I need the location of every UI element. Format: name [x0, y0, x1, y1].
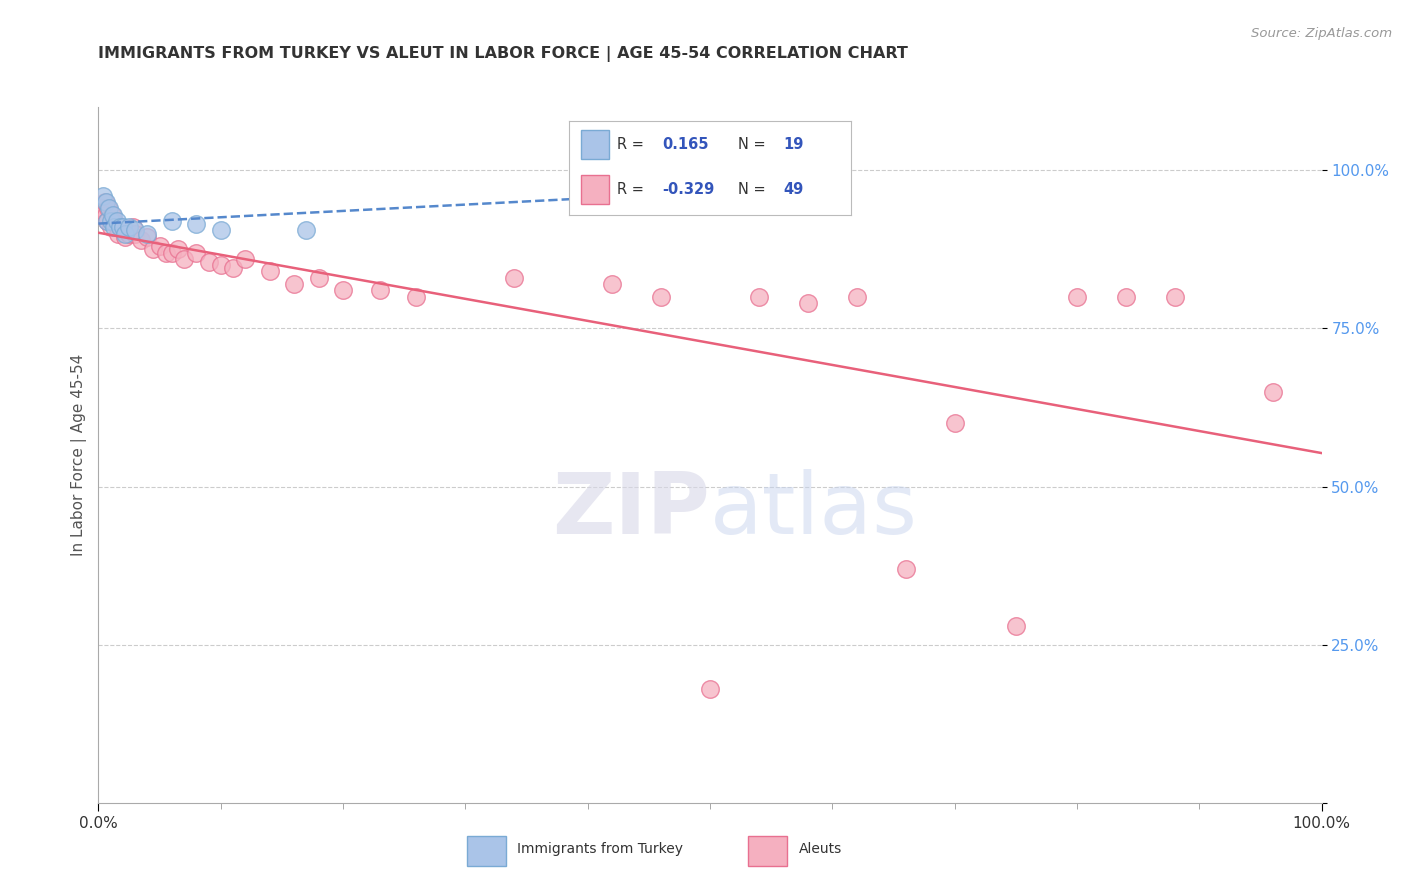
Point [101, 214, 124, 228]
Point [107, 227, 129, 241]
Bar [581, 130, 609, 159]
Point [160, 214, 183, 228]
Point [100, 214, 122, 228]
Point [91, 201, 114, 215]
Point [100, 220, 122, 235]
Point [149, 239, 172, 253]
Bar [467, 836, 506, 865]
Bar [748, 836, 787, 865]
Point [405, 290, 427, 304]
Point [105, 214, 128, 228]
Point [104, 217, 127, 231]
Text: N =: N = [738, 182, 766, 197]
Point [186, 245, 208, 260]
Point [118, 227, 141, 241]
Point [259, 264, 281, 278]
Text: R =: R = [617, 182, 644, 197]
Point [233, 252, 256, 266]
Text: 0.165: 0.165 [662, 137, 709, 152]
Point [894, 562, 917, 576]
Point [142, 243, 165, 257]
Point [124, 227, 146, 241]
Text: 49: 49 [783, 182, 803, 197]
Point [167, 243, 190, 257]
Point [845, 290, 868, 304]
Point [1004, 618, 1026, 632]
Point [121, 220, 143, 235]
Text: IMMIGRANTS FROM TURKEY VS ALEUT IN LABOR FORCE | AGE 45-54 CORRELATION CHART: IMMIGRANTS FROM TURKEY VS ALEUT IN LABOR… [98, 46, 908, 62]
Point [160, 245, 183, 260]
Text: R =: R = [617, 137, 644, 152]
Point [1164, 290, 1187, 304]
Point [186, 217, 208, 231]
Point [129, 233, 152, 247]
Point [93, 194, 115, 209]
Text: 19: 19 [783, 137, 804, 152]
Point [209, 223, 232, 237]
Point [209, 258, 232, 272]
Bar [581, 176, 609, 203]
Point [723, 173, 745, 187]
Point [797, 296, 820, 310]
Text: -0.329: -0.329 [662, 182, 714, 197]
Point [110, 220, 132, 235]
Point [114, 227, 136, 241]
Point [91, 188, 114, 202]
Point [96, 214, 118, 228]
Point [103, 220, 125, 235]
Point [650, 290, 672, 304]
Point [155, 245, 177, 260]
Point [136, 227, 159, 241]
Point [332, 284, 354, 298]
Point [283, 277, 305, 292]
Point [94, 194, 117, 209]
Point [111, 220, 134, 235]
Point [124, 223, 146, 237]
Point [699, 681, 721, 696]
Point [1261, 384, 1284, 399]
Point [136, 229, 159, 244]
Point [748, 290, 770, 304]
Point [98, 201, 121, 215]
Text: Source: ZipAtlas.com: Source: ZipAtlas.com [1251, 27, 1392, 40]
Point [197, 255, 219, 269]
Text: Immigrants from Turkey: Immigrants from Turkey [517, 842, 683, 855]
Point [173, 252, 195, 266]
Point [101, 208, 124, 222]
Text: ZIP: ZIP [553, 469, 710, 552]
Point [368, 284, 391, 298]
Point [118, 220, 141, 235]
Point [1115, 290, 1137, 304]
Text: N =: N = [738, 137, 766, 152]
Point [295, 223, 318, 237]
Point [114, 229, 136, 244]
Point [600, 277, 623, 292]
Point [101, 208, 124, 222]
Point [503, 270, 526, 285]
Text: atlas: atlas [710, 469, 918, 552]
Text: Aleuts: Aleuts [799, 842, 842, 855]
Point [111, 223, 134, 237]
Point [1066, 290, 1088, 304]
Point [97, 201, 120, 215]
Y-axis label: In Labor Force | Age 45-54: In Labor Force | Age 45-54 [72, 354, 87, 556]
Point [96, 214, 118, 228]
Point [110, 220, 132, 235]
Point [222, 261, 245, 276]
Point [94, 208, 117, 222]
Point [943, 417, 966, 431]
Point [308, 270, 330, 285]
